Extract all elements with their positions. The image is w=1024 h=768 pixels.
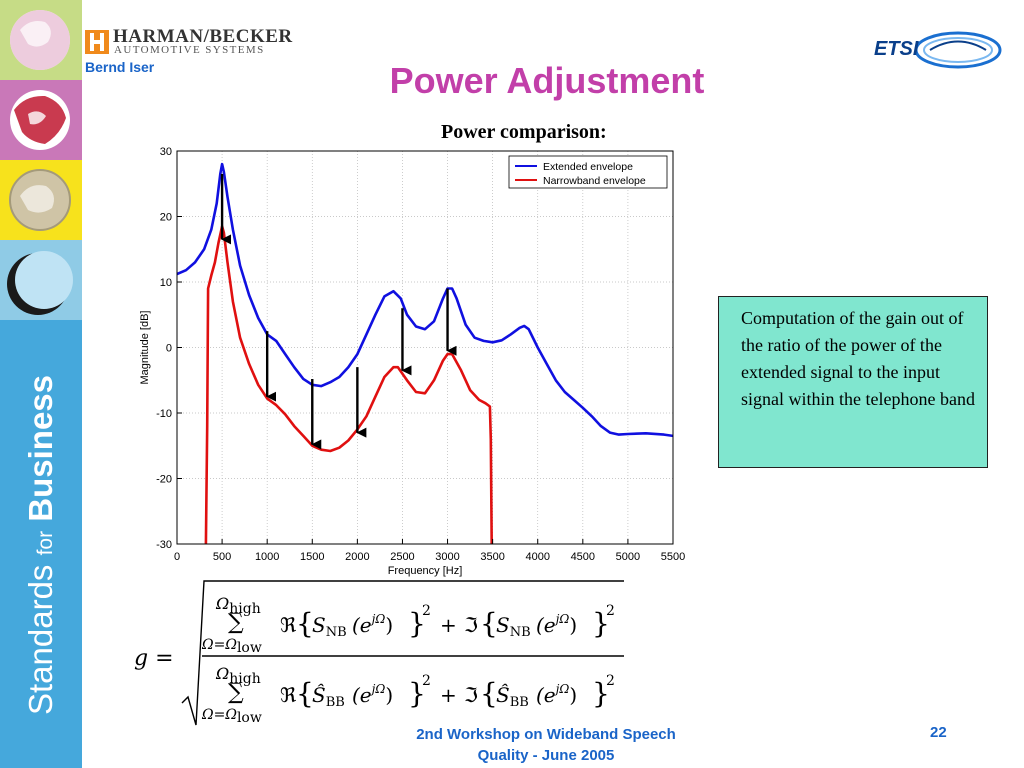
- svg-text:(ejΩ): (ejΩ): [352, 612, 393, 637]
- sidebar-tile-2: [0, 80, 82, 160]
- svg-text:2: 2: [422, 673, 431, 689]
- x-tick-label: 1000: [255, 551, 279, 563]
- svg-text:SNB: SNB: [496, 613, 531, 640]
- footer-line-1: 2nd Workshop on Wideband Speech: [416, 726, 676, 743]
- svg-text:{: {: [480, 677, 498, 710]
- chart-caption: Power comparison:: [441, 121, 607, 143]
- series-line-1: [177, 162, 673, 438]
- tagline-standards: Standards: [22, 564, 59, 716]
- chart-arrows: [220, 173, 457, 450]
- decorative-globe-icon: [10, 10, 70, 70]
- chart-grid: [176, 150, 674, 545]
- svg-text:ℑ: ℑ: [464, 613, 478, 637]
- x-tick-label: 2500: [390, 551, 414, 563]
- sqrt-sign: [181, 580, 624, 726]
- formula-lhs: g =: [134, 646, 174, 671]
- sidebar-tile-4: [0, 240, 82, 320]
- svg-text:ŜBB: ŜBB: [496, 682, 529, 710]
- svg-text:ℜ: ℜ: [280, 683, 297, 707]
- svg-text:(ejΩ): (ejΩ): [536, 612, 577, 637]
- sidebar-tile-3: [0, 160, 82, 240]
- sidebar-tile-1: [0, 0, 82, 80]
- svg-text:{: {: [296, 677, 314, 710]
- svg-text:Ω=Ωlow: Ω=Ωlow: [201, 637, 262, 656]
- legend-box: [508, 155, 668, 189]
- sum-sign: ∑: [228, 610, 244, 635]
- svg-text:Ωhigh: Ωhigh: [215, 594, 261, 617]
- svg-text:(ejΩ): (ejΩ): [352, 682, 393, 707]
- y-tick-label: 30: [160, 146, 172, 158]
- x-tick-label: 0: [174, 551, 180, 563]
- x-tick-label: 2000: [345, 551, 369, 563]
- chart-axes: 0 500 1000 1500 2000 2500 3000 3500 4000 4500 5000…: [139, 146, 685, 577]
- x-tick-label: 4000: [525, 551, 549, 563]
- svg-text:2: 2: [606, 673, 615, 689]
- svg-text:ℜ: ℜ: [280, 613, 297, 637]
- svg-text:}: }: [592, 607, 610, 640]
- svg-text:+: +: [440, 683, 457, 707]
- svg-text:ℑ: ℑ: [464, 683, 478, 707]
- x-tick-label: 1500: [300, 551, 324, 563]
- company-logo-main: HARMAN/BECKER: [113, 26, 293, 47]
- slide-title: Power Adjustment: [389, 60, 705, 101]
- y-tick-label: -30: [156, 539, 172, 551]
- numerator: Ωhigh ∑ Ω=Ωlow ℜ { SNB (ejΩ) } 2 + ℑ { S…: [201, 594, 615, 656]
- x-tick-label: 4500: [571, 551, 595, 563]
- decorative-globe-icon: [7, 251, 73, 315]
- sidebar-tagline: Standards for Business: [22, 375, 60, 715]
- author-name: Bernd Iser: [85, 59, 155, 75]
- chart-legend: Extended envelope Narrowband envelope: [508, 155, 668, 189]
- plot-area: [177, 151, 673, 544]
- company-logo-sub: AUTOMOTIVE SYSTEMS: [114, 44, 265, 56]
- svg-text:Ω=Ωlow: Ω=Ωlow: [201, 707, 262, 726]
- svg-text:{: {: [296, 607, 314, 640]
- x-tick-label: 3000: [435, 551, 459, 563]
- y-tick-label: -20: [156, 474, 172, 486]
- computation-note: Computation of the gain out of the ratio…: [718, 296, 988, 468]
- x-tick-label: 500: [213, 551, 231, 563]
- decorative-globe-icon: [10, 90, 70, 150]
- legend-entry-1: Extended envelope: [543, 161, 633, 173]
- svg-text:2: 2: [422, 603, 431, 619]
- y-tick-label: 0: [166, 343, 172, 355]
- svg-text:SNB: SNB: [312, 613, 347, 640]
- etsi-logo-text: ETSI: [874, 38, 919, 60]
- page-number: 22: [930, 724, 947, 741]
- tagline-business: Business: [22, 374, 59, 522]
- x-tick-label: 3500: [480, 551, 504, 563]
- y-tick-label: 20: [160, 212, 172, 224]
- x-tick-label: 5500: [661, 551, 685, 563]
- footer-event: 2nd Workshop on Wideband Speech Quality …: [360, 724, 732, 766]
- svg-text:}: }: [408, 607, 426, 640]
- footer-line-2: Quality - June 2005: [477, 747, 615, 764]
- svg-text:Ωhigh: Ωhigh: [215, 664, 261, 687]
- y-tick-label: 10: [160, 277, 172, 289]
- decorative-globe-icon: [9, 169, 71, 231]
- svg-text:∑: ∑: [228, 680, 244, 705]
- tagline-for: for: [34, 530, 57, 556]
- y-axis-label: Magnitude [dB]: [139, 311, 151, 385]
- svg-text:}: }: [408, 677, 426, 710]
- power-comparison-chart: 0 500 1000 1500 2000 2500 3000 3500 4000 4500 5000…: [139, 146, 685, 577]
- svg-text:2: 2: [606, 603, 615, 619]
- svg-text:ŜBB: ŜBB: [312, 682, 345, 710]
- legend-entry-2: Narrowband envelope: [543, 175, 646, 187]
- etsi-logo-icon: ETSI: [874, 31, 1002, 69]
- harman-becker-logo-icon: [85, 30, 109, 54]
- svg-text:}: }: [592, 677, 610, 710]
- x-tick-label: 5000: [616, 551, 640, 563]
- denominator: Ωhigh ∑ Ω=Ωlow ℜ { ŜBB (ejΩ) } 2 + ℑ { Ŝ…: [201, 664, 615, 726]
- sidebar: Standards for Business: [0, 0, 82, 768]
- y-tick-label: -10: [156, 408, 172, 420]
- gain-formula: g = Ωhigh ∑ Ω=Ωlow ℜ { SNB (ejΩ) } 2 + ℑ…: [134, 580, 624, 726]
- svg-text:+: +: [440, 613, 457, 637]
- svg-text:(ejΩ): (ejΩ): [536, 682, 577, 707]
- svg-text:{: {: [480, 607, 498, 640]
- x-axis-label: Frequency [Hz]: [388, 565, 463, 577]
